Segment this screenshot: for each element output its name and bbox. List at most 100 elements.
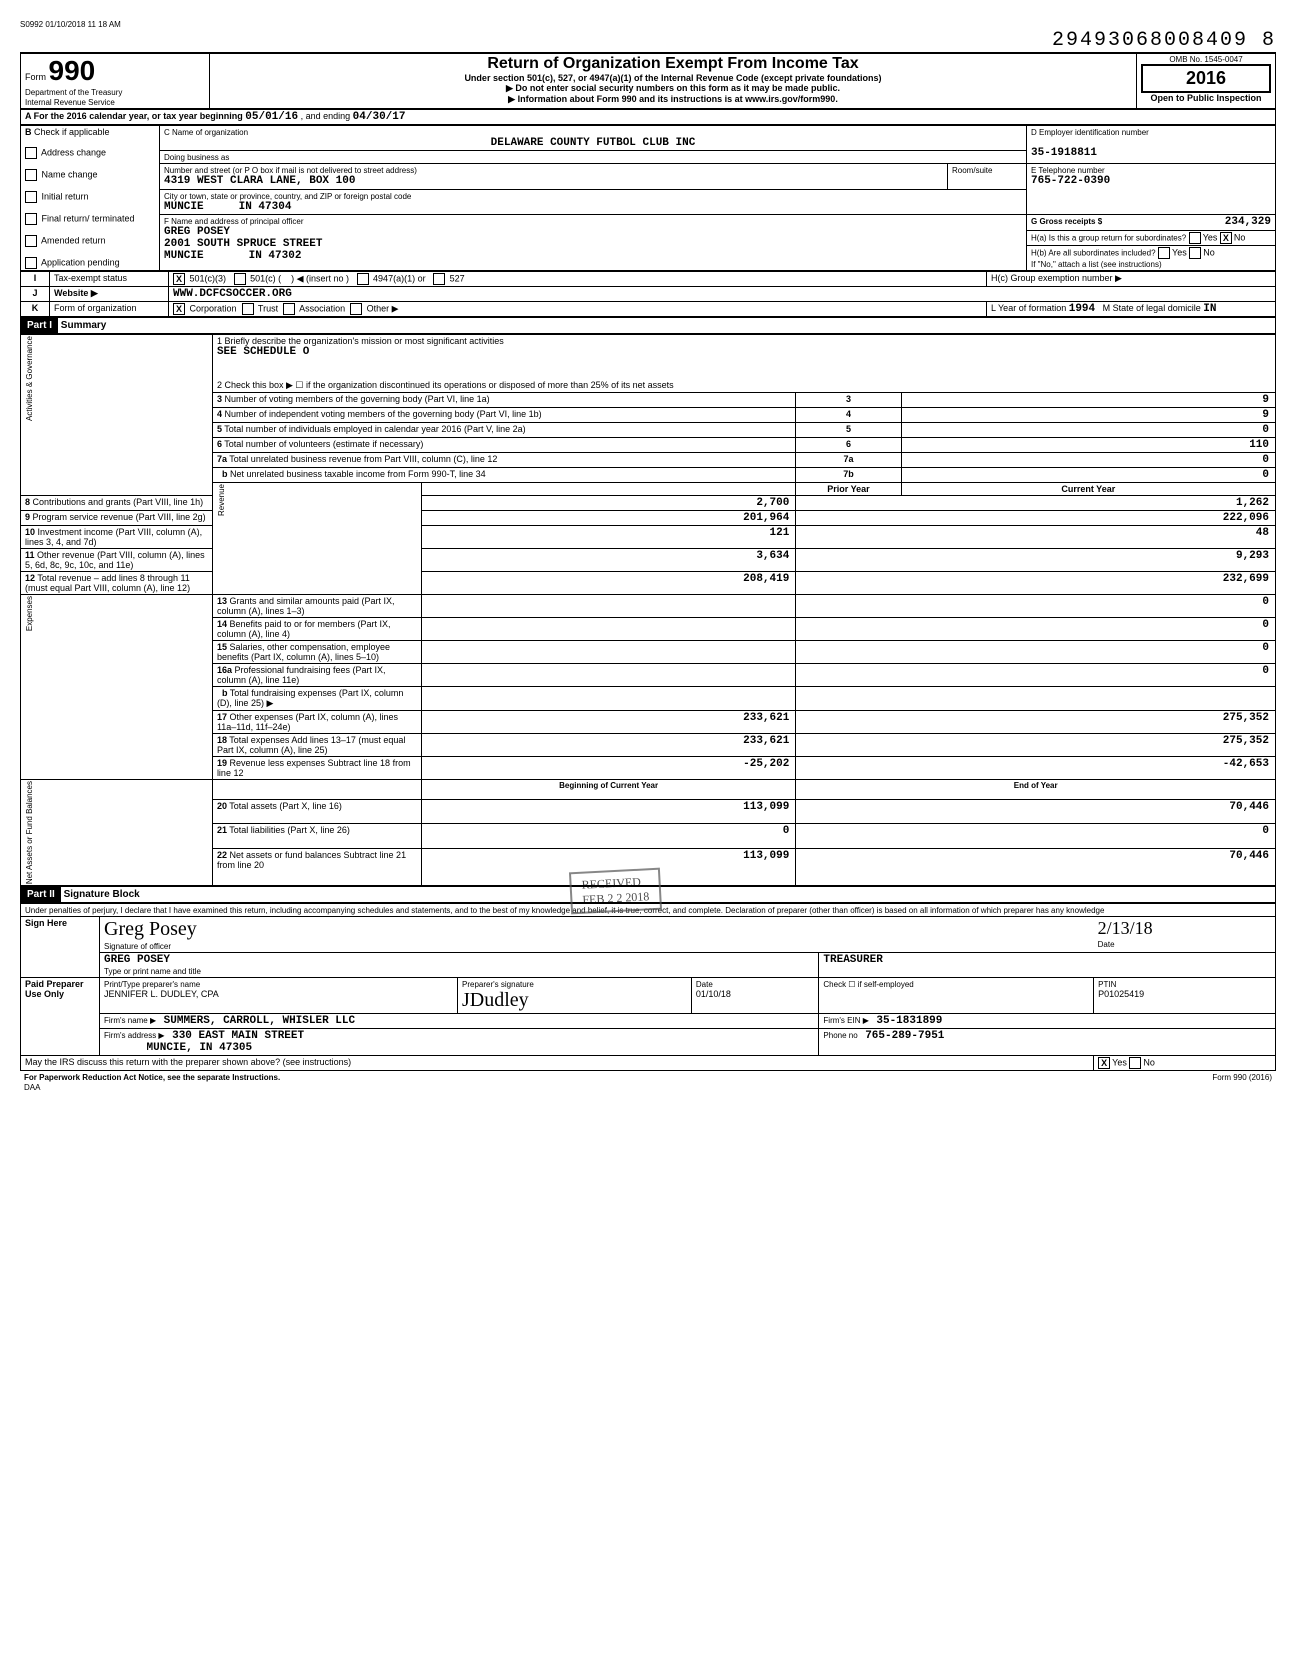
part1-title: Summary: [61, 320, 107, 331]
addr-label: Number and street (or P O box if mail is…: [164, 166, 417, 175]
ptin: P01025419: [1098, 989, 1144, 999]
ha-yes: Yes: [1203, 232, 1218, 242]
f-label: F Name and address of principal officer: [164, 217, 303, 226]
527-checkbox[interactable]: [433, 273, 445, 285]
firm-ein: 35-1831899: [876, 1015, 942, 1027]
m-label: M State of legal domicile: [1103, 303, 1201, 313]
corp-label: Corporation: [190, 303, 237, 313]
rev-row: 8 Contributions and grants (Part VIII, l…: [21, 496, 1276, 511]
501c-checkbox[interactable]: [234, 273, 246, 285]
hb-no-checkbox[interactable]: [1189, 247, 1201, 259]
paperwork-text: For Paperwork Reduction Act Notice, see …: [24, 1073, 280, 1082]
room-label: Room/suite: [952, 166, 992, 175]
name-change-checkbox[interactable]: [25, 169, 37, 181]
4947-checkbox[interactable]: [357, 273, 369, 285]
hb-yes: Yes: [1172, 247, 1187, 257]
firm-name-label: Firm's name ▶: [104, 1016, 156, 1025]
hb-no: No: [1203, 247, 1215, 257]
final-return-label: Final return/ terminated: [42, 213, 135, 223]
open-public: Open to Public Inspection: [1141, 93, 1271, 103]
ha-no-checkbox[interactable]: X: [1220, 232, 1232, 244]
end-date: 04/30/17: [353, 111, 406, 123]
line-a-table: A For the 2016 calendar year, or tax yea…: [20, 109, 1276, 125]
assoc-label: Association: [299, 303, 345, 313]
firm-name: SUMMERS, CARROLL, WHISLER LLC: [164, 1015, 355, 1027]
app-pending-label: Application pending: [41, 257, 120, 267]
ein: 35-1918811: [1031, 147, 1271, 159]
perjury-text: Under penalties of perjury, I declare th…: [25, 906, 1104, 915]
trust-label: Trust: [258, 303, 278, 313]
app-pending-checkbox[interactable]: [25, 257, 37, 269]
ha-yes-checkbox[interactable]: [1189, 232, 1201, 244]
state-zip: IN 47304: [239, 201, 292, 213]
prep-date-label: Date: [696, 980, 713, 989]
4947-label: 4947(a)(1) or: [373, 273, 426, 283]
tax-year: 2016: [1141, 64, 1271, 93]
sig-officer-label: Signature of officer: [104, 942, 171, 951]
prep-name: JENNIFER L. DUDLEY, CPA: [104, 989, 219, 999]
assoc-checkbox[interactable]: [283, 303, 295, 315]
527-label: 527: [450, 273, 465, 283]
hc-label: H(c) Group exemption number ▶: [991, 273, 1122, 283]
discuss-yes-checkbox[interactable]: X: [1098, 1057, 1110, 1069]
footer-table: For Paperwork Reduction Act Notice, see …: [20, 1071, 1276, 1093]
org-name: DELAWARE COUNTY FUTBOL CLUB INC: [164, 137, 1022, 149]
daa-text: DAA: [24, 1083, 40, 1092]
officer-city: MUNCIE: [164, 250, 204, 262]
preparer-signature: JDudley: [462, 989, 529, 1011]
firm-phone: 765-289-7951: [865, 1030, 944, 1042]
dept-label: Department of the Treasury: [25, 88, 122, 97]
part2-title: Signature Block: [64, 889, 140, 900]
rev-row: 12 Total revenue – add lines 8 through 1…: [21, 572, 1276, 595]
prep-check-label: Check ☐ if self-employed: [823, 980, 913, 989]
sign-here-label: Sign Here: [25, 918, 67, 928]
amended-return-checkbox[interactable]: [25, 235, 37, 247]
trust-checkbox[interactable]: [242, 303, 254, 315]
rev-row: 11 Other revenue (Part VIII, column (A),…: [21, 549, 1276, 572]
col-current: Current Year: [901, 483, 1275, 496]
q2-text: 2 Check this box ▶ ☐ if the organization…: [217, 380, 674, 390]
other-label: Other ▶: [367, 303, 399, 313]
hb-yes-checkbox[interactable]: [1158, 247, 1170, 259]
final-return-checkbox[interactable]: [25, 213, 37, 225]
officer-sz: IN 47302: [249, 250, 302, 262]
j-label: Website ▶: [54, 288, 98, 298]
corp-checkbox[interactable]: X: [173, 303, 185, 315]
initial-return-checkbox[interactable]: [25, 191, 37, 203]
other-checkbox[interactable]: [350, 303, 362, 315]
street-address: 4319 WEST CLARA LANE, BOX 100: [164, 175, 355, 187]
q1-answer: SEE SCHEDULE O: [217, 346, 309, 358]
g-label: G Gross receipts $: [1031, 217, 1102, 226]
discuss-no: No: [1143, 1058, 1155, 1068]
gross-receipts: 234,329: [1225, 216, 1271, 228]
dba-label: Doing business as: [164, 153, 229, 162]
col-begin: Beginning of Current Year: [421, 780, 795, 800]
i-label: Tax-exempt status: [54, 273, 127, 283]
subtitle-3: ▶ Information about Form 990 and its ins…: [214, 94, 1132, 105]
col-end: End of Year: [796, 780, 1276, 800]
address-change-checkbox[interactable]: [25, 147, 37, 159]
discuss-no-checkbox[interactable]: [1129, 1057, 1141, 1069]
501c3-checkbox[interactable]: X: [173, 273, 185, 285]
phone: 765-722-0390: [1031, 175, 1110, 187]
ha-label: H(a) Is this a group return for subordin…: [1031, 233, 1186, 242]
discuss-yes: Yes: [1112, 1058, 1127, 1068]
officer-signature: Greg Posey: [104, 918, 197, 940]
top-corner-text: S0992 01/10/2018 11 18 AM: [20, 20, 1276, 29]
firm-ein-label: Firm's EIN ▶: [823, 1016, 868, 1025]
officer-addr: 2001 SOUTH SPRUCE STREET: [164, 238, 1022, 250]
initial-return-label: Initial return: [42, 191, 89, 201]
ha-no: No: [1234, 232, 1246, 242]
insert-label: (insert no ): [306, 273, 349, 283]
ending-label: , and ending: [301, 111, 351, 121]
paid-label: Paid Preparer Use Only: [25, 979, 84, 999]
address-change-label: Address change: [41, 147, 106, 157]
col-prior: Prior Year: [796, 483, 901, 496]
firm-addr1: 330 EAST MAIN STREET: [172, 1030, 304, 1042]
received-stamp: RECEIVED FEB 2 2 2018: [569, 868, 662, 915]
h-note: If "No," attach a list (see instructions…: [1031, 260, 1162, 269]
501c-label: 501(c): [250, 273, 276, 283]
sig-date: 2/13/18: [1098, 918, 1153, 938]
firm-phone-label: Phone no: [823, 1031, 857, 1040]
side-governance: Activities & Governance: [25, 336, 34, 421]
